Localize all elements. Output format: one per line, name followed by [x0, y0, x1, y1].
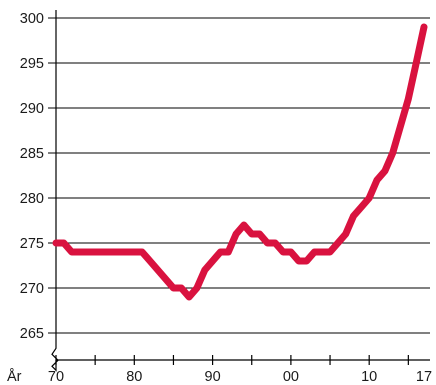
x-tick-label-10: 10	[361, 369, 377, 385]
x-tick-label-00: 00	[283, 369, 299, 385]
x-axis-label: År	[7, 368, 22, 385]
y-axis-line	[51, 10, 59, 372]
x-tick-label-90: 90	[205, 369, 221, 385]
y-tick-labels: 265 270 275 280 285 290 295 300	[20, 11, 44, 342]
x-tick-labels: 70 80 90 00 10 17	[48, 369, 432, 385]
y-tick-label-300: 300	[20, 11, 44, 27]
y-tick-label-265: 265	[20, 326, 44, 342]
grid-lines	[48, 17, 430, 334]
x-tick-label-70: 70	[48, 369, 64, 385]
y-tick-label-275: 275	[20, 236, 44, 252]
x-tick-label-17: 17	[416, 369, 432, 385]
y-tick-label-280: 280	[20, 191, 44, 207]
y-tick-label-270: 270	[20, 281, 44, 297]
series-line-0	[52, 23, 428, 301]
y-tick-label-295: 295	[20, 56, 44, 72]
y-tick-label-285: 285	[20, 146, 44, 162]
y-tick-label-290: 290	[20, 101, 44, 117]
x-tick-label-80: 80	[126, 369, 142, 385]
series-group	[52, 23, 428, 301]
axes	[51, 10, 430, 372]
